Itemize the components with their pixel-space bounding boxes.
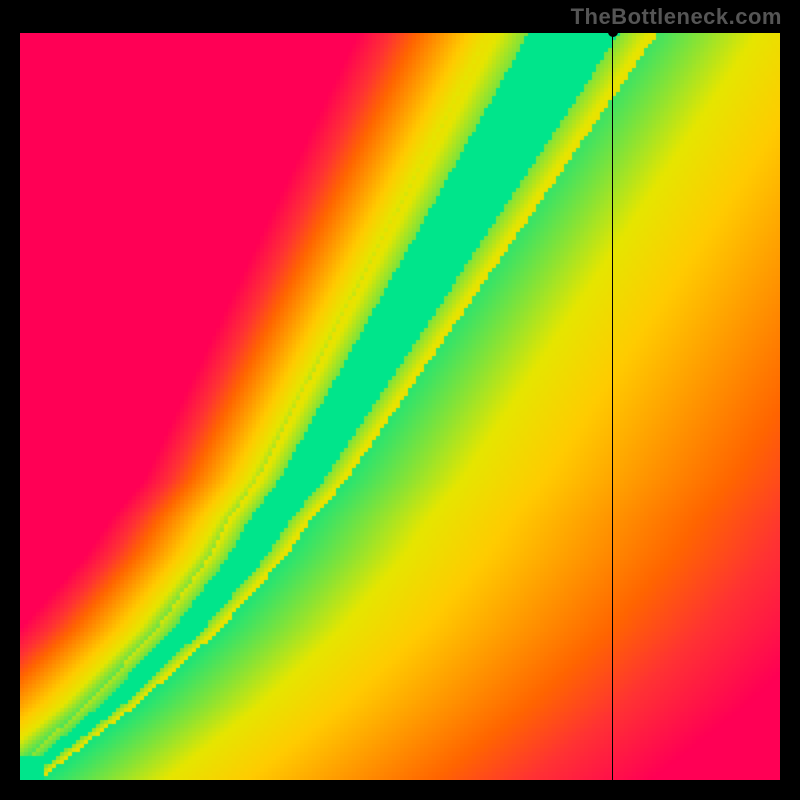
heatmap-canvas bbox=[20, 32, 780, 780]
marker-horizontal-guide bbox=[20, 32, 780, 33]
watermark-text: TheBottleneck.com bbox=[571, 4, 782, 30]
heatmap-plot bbox=[20, 32, 780, 780]
marker-vertical-guide bbox=[612, 32, 613, 780]
